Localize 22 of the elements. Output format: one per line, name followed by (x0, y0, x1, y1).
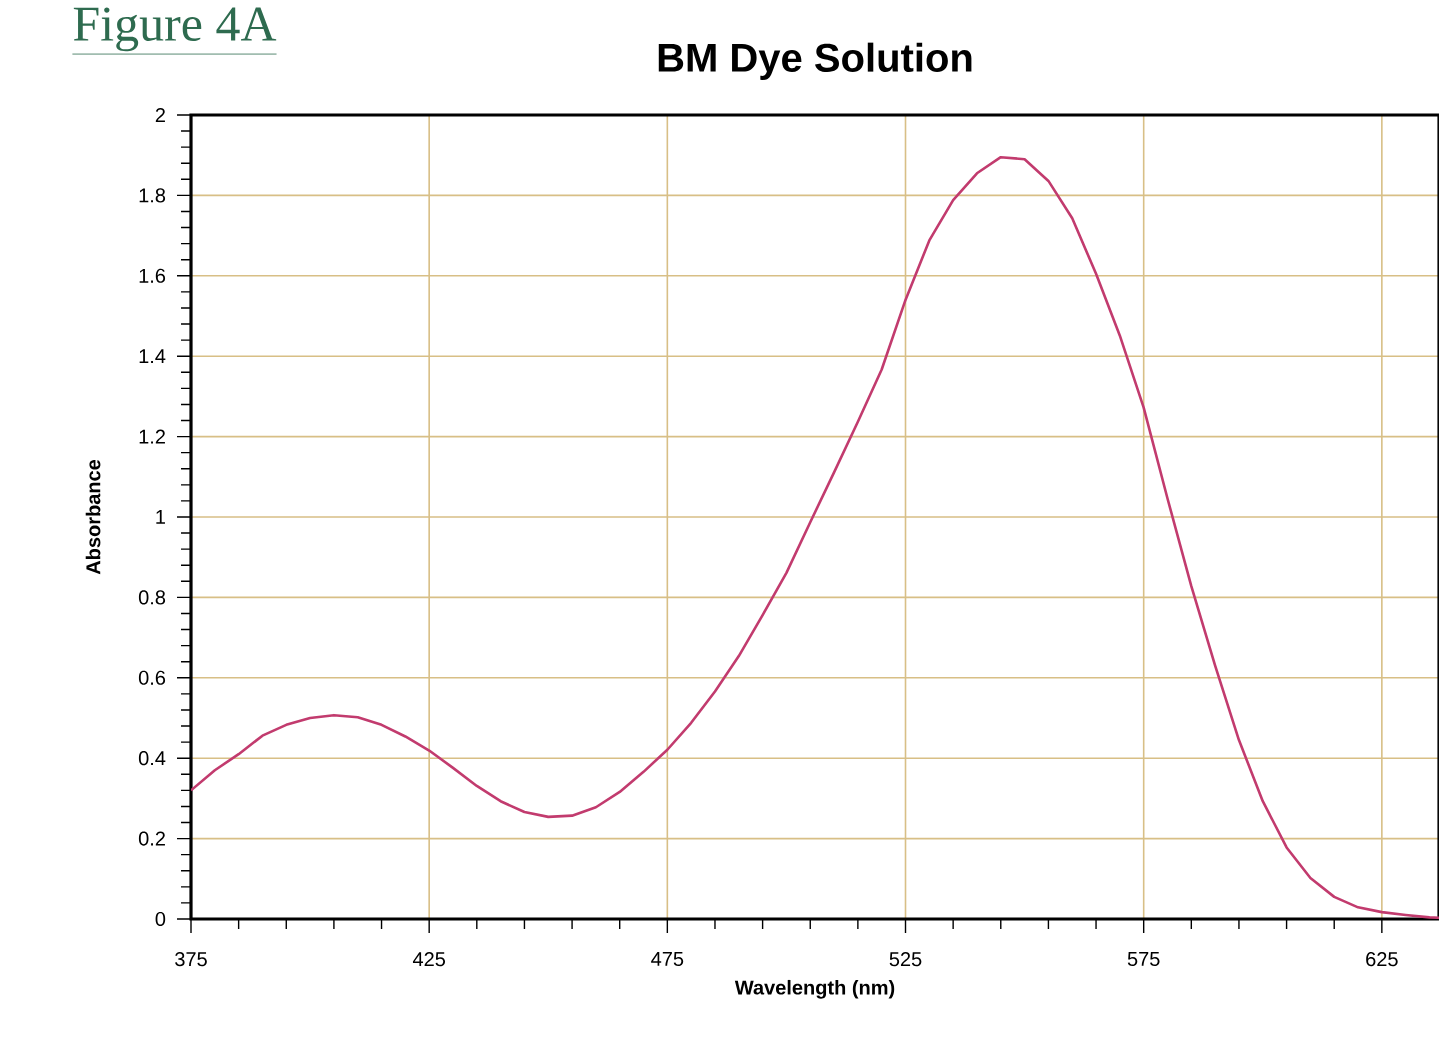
x-tick-label: 575 (1127, 952, 1160, 966)
y-tick-label: 0.6 (138, 670, 166, 685)
y-tick-label: 1 (156, 510, 165, 524)
y-tick-label: 1.6 (139, 268, 166, 283)
y-tick-label: 1.4 (139, 349, 166, 364)
x-tick-label: 475 (651, 952, 684, 966)
x-tick-label: 625 (1366, 952, 1398, 967)
x-axis-title: Wavelength (nm) (734, 979, 895, 999)
chart-title: BM Dye Solution (658, 42, 972, 80)
x-tick-label: 375 (175, 952, 207, 967)
line-series (191, 155, 1439, 919)
y-tick-label: 1.2 (139, 429, 165, 444)
y-tick-label: 0.8 (138, 590, 166, 605)
y-tick-label: 1.8 (139, 188, 166, 203)
x-tick-label: 525 (889, 952, 922, 967)
y-tick-label: 2 (155, 108, 165, 122)
x-tick-label: 425 (412, 952, 446, 967)
y-tick-label: 0 (155, 911, 166, 927)
y-tick-label: 0.2 (138, 831, 165, 846)
y-axis-title: Absorbance (85, 459, 101, 575)
y-tick-label: 0.4 (138, 751, 166, 766)
caption: Figure 4A (73, 7, 277, 52)
